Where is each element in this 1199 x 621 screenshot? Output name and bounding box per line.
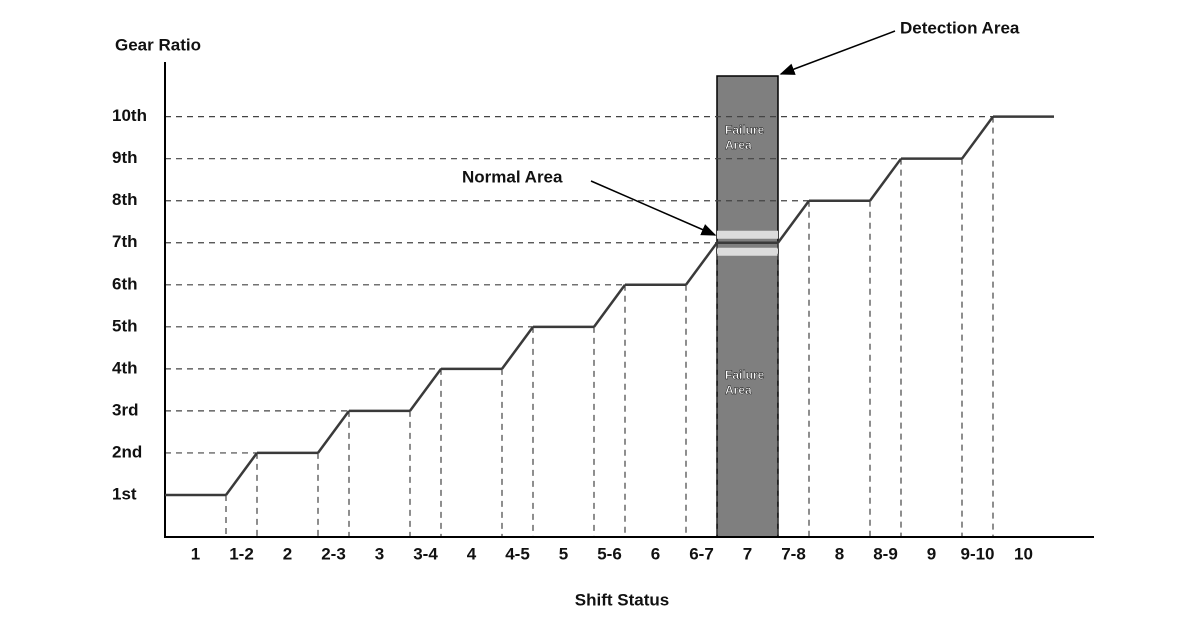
shift-connector	[592, 284, 627, 328]
x-tick-label: 6-7	[689, 544, 714, 563]
shift-connector	[224, 452, 259, 496]
y-tick-label: 10th	[112, 106, 147, 125]
x-tick-label: 6	[651, 544, 660, 563]
y-tick-label: 4th	[112, 358, 138, 377]
x-tick-label: 5-6	[597, 544, 622, 563]
x-tick-label: 2	[283, 544, 292, 563]
y-tick-label: 7th	[112, 232, 138, 251]
x-tick-label: 8	[835, 544, 844, 563]
detection-arrow	[779, 30, 896, 75]
x-tick-label: 8-9	[873, 544, 898, 563]
y-tick-label: 5th	[112, 316, 138, 335]
background-layer	[165, 75, 994, 538]
x-tick-label: 7	[743, 544, 752, 563]
x-tick-label: 9	[927, 544, 936, 563]
shift-connector	[500, 326, 535, 370]
detection-area	[716, 75, 779, 538]
shift-connector	[960, 115, 995, 160]
x-tick-label: 1	[191, 544, 200, 563]
normal-band	[717, 230, 778, 239]
normal-band	[717, 247, 778, 256]
failure-area-label: Area	[725, 383, 752, 397]
normal-arrow	[590, 180, 717, 236]
y-tick-label: 8th	[112, 190, 138, 209]
x-tick-label: 3-4	[413, 544, 438, 563]
shift-connector	[408, 368, 443, 412]
shift-connector	[316, 410, 351, 454]
x-tick-label: 2-3	[321, 544, 346, 563]
x-tick-label: 9-10	[960, 544, 994, 563]
x-tick-label: 7-8	[781, 544, 806, 563]
failure-area-label: Area	[725, 138, 752, 152]
y-tick-label: 6th	[112, 274, 138, 293]
y-tick-label: 1st	[112, 484, 137, 503]
x-tick-label: 4	[467, 544, 477, 563]
y-tick-label: 3rd	[112, 400, 138, 419]
shift-connector	[776, 199, 811, 244]
x-axis-title: Shift Status	[575, 590, 669, 609]
y-tick-label: 9th	[112, 148, 138, 167]
x-tick-label: 4-5	[505, 544, 530, 563]
x-tick-label: 5	[559, 544, 568, 563]
shift-connector	[684, 242, 719, 286]
detection-area-label: Detection Area	[900, 18, 1020, 37]
x-tick-label: 1-2	[229, 544, 254, 563]
failure-area-label: Failure	[725, 123, 765, 137]
shift-connector	[868, 157, 903, 202]
y-tick-label: 2nd	[112, 442, 142, 461]
x-tick-label: 3	[375, 544, 384, 563]
x-tick-label: 10	[1014, 544, 1033, 563]
failure-area-label: Failure	[725, 368, 765, 382]
y-axis-title: Gear Ratio	[115, 35, 201, 54]
normal-area-label: Normal Area	[462, 167, 563, 186]
